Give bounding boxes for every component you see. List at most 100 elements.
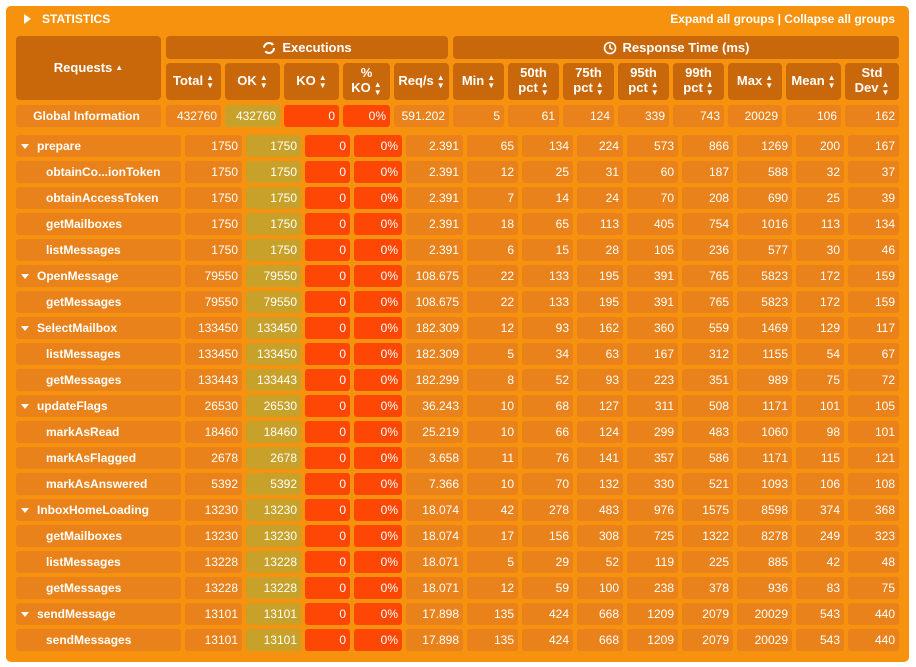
request-name-label: getMessages (46, 373, 122, 387)
expand-caret-icon[interactable] (21, 326, 29, 332)
column-header-p99[interactable]: 99th pct ▲ ▼ (673, 63, 724, 100)
column-header-pct-ko[interactable]: % KO ▲ ▼ (343, 63, 390, 100)
global-max-value: 20029 (728, 105, 782, 127)
ok-value: 13230 (246, 525, 301, 547)
group-name[interactable]: sendMessage (16, 603, 181, 625)
request-name[interactable]: markAsRead (16, 421, 181, 443)
p75-value: 24 (577, 187, 623, 209)
request-name-label: sendMessages (46, 633, 132, 647)
min-value: 42 (467, 499, 518, 521)
expand-all-groups-link[interactable]: Expand all groups (670, 12, 775, 26)
statistics-title: STATISTICS (42, 12, 111, 26)
request-name[interactable]: getMessages (16, 291, 181, 313)
expand-caret-icon[interactable] (21, 612, 29, 618)
request-name-label: markAsFlagged (46, 451, 137, 465)
group-name[interactable]: prepare (16, 135, 181, 157)
pct-ko-value: 0% (354, 161, 402, 183)
reqs-value: 182.309 (406, 343, 463, 365)
request-name-label: getMessages (46, 581, 122, 595)
p99-value: 483 (682, 421, 733, 443)
header-label: OK (237, 73, 257, 89)
sort-icon: ▲ ▼ (373, 79, 382, 97)
column-header-ok[interactable]: OK ▲ ▼ (225, 63, 280, 100)
max-value: 989 (737, 369, 792, 391)
p95-value: 391 (627, 265, 678, 287)
pct-ko-value: 0% (354, 525, 402, 547)
column-header-p95[interactable]: 95th pct ▲ ▼ (618, 63, 669, 100)
header-line-1: 95th (630, 65, 657, 81)
max-value: 1093 (737, 473, 792, 495)
column-header-max[interactable]: Max ▲ ▼ (728, 63, 782, 100)
request-name[interactable]: listMessages (16, 343, 181, 365)
collapse-all-groups-link[interactable]: Collapse all groups (784, 12, 895, 26)
pct-ko-value: 0% (354, 603, 402, 625)
reqs-value: 108.675 (406, 291, 463, 313)
ko-value: 0 (305, 369, 350, 391)
max-value: 1171 (737, 447, 792, 469)
group-name[interactable]: updateFlags (16, 395, 181, 417)
request-name[interactable]: markAsFlagged (16, 447, 181, 469)
group-name[interactable]: InboxHomeLoading (16, 499, 181, 521)
request-name[interactable]: listMessages (16, 551, 181, 573)
header-label: Min (461, 73, 485, 89)
min-value: 8 (467, 369, 518, 391)
request-name[interactable]: listMessages (16, 239, 181, 261)
reqs-value: 17.898 (406, 603, 463, 625)
column-header-requests[interactable]: Requests ▲ (16, 36, 161, 100)
request-name[interactable]: getMessages (16, 577, 181, 599)
total-value: 13230 (185, 499, 242, 521)
column-header-ko[interactable]: KO ▲ ▼ (284, 63, 339, 100)
p75-value: 100 (577, 577, 623, 599)
column-header-p50[interactable]: 50th pct ▲ ▼ (508, 63, 559, 100)
max-value: 885 (737, 551, 792, 573)
p75-value: 124 (577, 421, 623, 443)
expand-caret-icon[interactable] (21, 144, 29, 150)
collapse-panel-icon[interactable] (24, 14, 31, 24)
p75-value: 141 (577, 447, 623, 469)
global-p99-value: 743 (673, 105, 724, 127)
mean-value: 75 (796, 369, 844, 391)
ko-value: 0 (305, 499, 350, 521)
p95-value: 725 (627, 525, 678, 547)
reqs-value: 17.898 (406, 629, 463, 651)
request-name-label: listMessages (46, 555, 121, 569)
request-name-label: listMessages (46, 347, 121, 361)
p95-value: 311 (627, 395, 678, 417)
request-name[interactable]: obtainAccessToken (16, 187, 181, 209)
column-header-total[interactable]: Total ▲ ▼ (166, 63, 221, 100)
request-name[interactable]: markAsAnswered (16, 473, 181, 495)
expand-caret-icon[interactable] (21, 274, 29, 280)
column-header-mean[interactable]: Mean ▲ ▼ (786, 63, 841, 100)
ok-value: 79550 (246, 265, 301, 287)
request-name[interactable]: getMailboxes (16, 525, 181, 547)
pct-ko-value: 0% (354, 317, 402, 339)
column-header-min[interactable]: Min ▲ ▼ (453, 63, 504, 100)
request-name[interactable]: sendMessages (16, 629, 181, 651)
request-name[interactable]: obtainCo...ionToken (16, 161, 181, 183)
max-value: 8278 (737, 525, 792, 547)
p50-value: 65 (522, 213, 573, 235)
p50-value: 76 (522, 447, 573, 469)
header-line-1: 75th (575, 65, 602, 81)
pct-ko-value: 0% (354, 447, 402, 469)
group-name[interactable]: SelectMailbox (16, 317, 181, 339)
header-label: Mean (791, 73, 825, 89)
request-name[interactable]: getMessages (16, 369, 181, 391)
column-header-reqs[interactable]: Req/s ▲ ▼ (394, 63, 449, 100)
expand-caret-icon[interactable] (21, 508, 29, 514)
std-value: 159 (848, 291, 899, 313)
p99-value: 508 (682, 395, 733, 417)
column-header-p75[interactable]: 75th pct ▲ ▼ (563, 63, 614, 100)
request-name[interactable]: getMailboxes (16, 213, 181, 235)
p50-value: 424 (522, 603, 573, 625)
reqs-value: 7.366 (406, 473, 463, 495)
p75-value: 93 (577, 369, 623, 391)
min-value: 135 (467, 603, 518, 625)
header-line-1: 50th (520, 65, 547, 81)
group-name[interactable]: OpenMessage (16, 265, 181, 287)
column-header-std[interactable]: Std Dev ▲ ▼ (845, 63, 899, 100)
sort-icon: ▲ ▼ (765, 72, 774, 90)
expand-caret-icon[interactable] (21, 404, 29, 410)
global-ko-value: 0 (284, 105, 339, 127)
header-line-1: Std (861, 65, 883, 81)
